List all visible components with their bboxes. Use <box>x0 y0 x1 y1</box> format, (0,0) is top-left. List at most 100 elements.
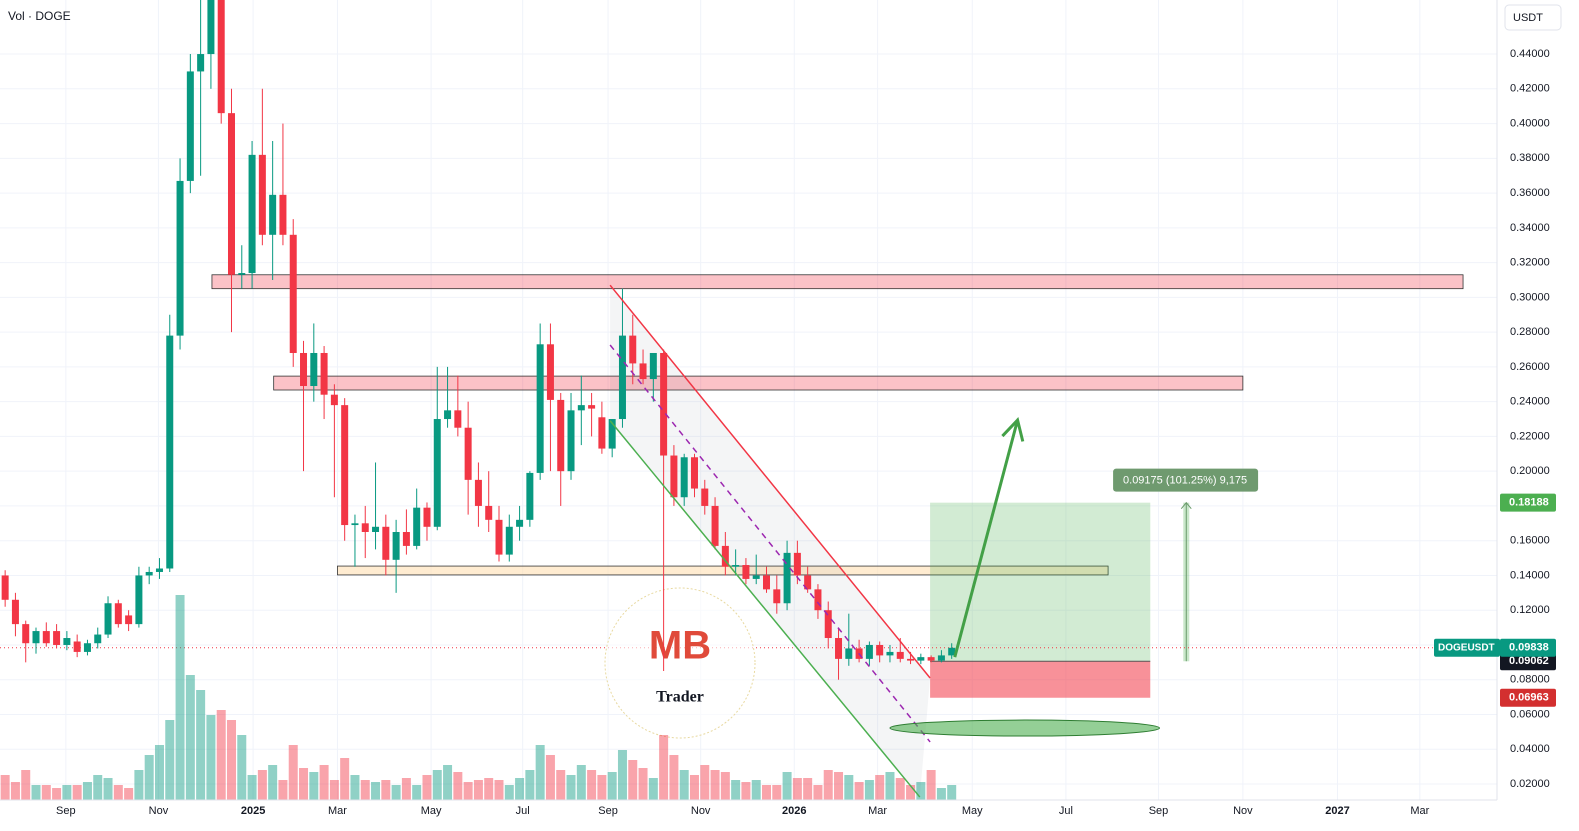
candle-body <box>639 363 647 380</box>
volume-bar <box>679 770 689 800</box>
candle-body <box>300 352 308 387</box>
grid <box>0 0 1497 800</box>
candle-body <box>660 352 668 456</box>
volume-bar <box>731 780 741 800</box>
candle-body <box>865 644 873 659</box>
candle-body <box>125 615 133 625</box>
candle-body <box>53 631 61 645</box>
symbol-box <box>1434 638 1500 657</box>
candle-body <box>629 335 637 364</box>
last-price-label: 0.09838 <box>1509 642 1549 654</box>
volume-bar <box>206 715 216 800</box>
resistance-zone[interactable] <box>211 274 1464 290</box>
candle-body <box>711 505 719 546</box>
volume-bar <box>844 775 854 800</box>
volume-bar <box>350 775 360 800</box>
y-tick-label: 0.36000 <box>1510 187 1550 199</box>
target-price-label: 0.18188 <box>1509 497 1549 509</box>
y-tick-label: 0.38000 <box>1510 152 1550 164</box>
volume-bar <box>587 770 597 800</box>
volume-bar <box>597 775 607 800</box>
volume-bar <box>185 675 195 800</box>
volume-bar <box>278 780 288 800</box>
x-tick-label: Nov <box>1233 805 1253 817</box>
volume-bar <box>762 785 772 800</box>
candle-body <box>886 651 894 656</box>
volume-bar <box>885 772 895 800</box>
candle-body <box>835 638 843 659</box>
candle-body <box>42 631 50 644</box>
volume-bar <box>268 765 278 800</box>
currency-box[interactable] <box>1504 4 1562 31</box>
volume-bar <box>93 775 103 800</box>
volume-bar <box>62 785 72 800</box>
measure-label: 0.09175 (101.25%) 9,175 <box>1123 475 1247 487</box>
volume-bar <box>237 735 247 800</box>
candle-body <box>279 194 287 235</box>
logo-text: Trader <box>656 689 704 706</box>
stop-price-label-box <box>1500 688 1556 707</box>
candle-body <box>454 410 462 428</box>
candle-body <box>495 519 503 555</box>
candle-body <box>197 54 205 72</box>
target-ellipse[interactable] <box>889 719 1161 737</box>
volume-bar <box>443 765 453 800</box>
candle-body <box>557 399 565 472</box>
trendline[interactable] <box>609 344 931 743</box>
x-tick-label: May <box>421 805 442 817</box>
resistance-zone[interactable] <box>273 375 1244 391</box>
volume-bar <box>617 750 627 800</box>
volume-bar <box>628 760 638 800</box>
volume-bar <box>422 775 432 800</box>
candle-body <box>845 648 853 659</box>
candle-body <box>896 651 904 659</box>
volume-bar <box>689 775 699 800</box>
candle-body <box>310 352 318 387</box>
volume-bar <box>72 785 82 800</box>
candle-body <box>485 505 493 520</box>
candle-body <box>320 352 328 395</box>
candle-body <box>763 575 771 590</box>
candle-body <box>876 644 884 656</box>
y-tick-label: 0.14000 <box>1510 569 1550 581</box>
stop-box[interactable] <box>930 661 1151 698</box>
volume-bar <box>473 780 483 800</box>
stop-price-label: 0.06963 <box>1509 692 1549 704</box>
volume-bar <box>124 788 134 800</box>
candle-body <box>814 589 822 611</box>
candle-body <box>73 641 81 652</box>
volume-bar <box>906 785 916 800</box>
logo-mark: MB <box>649 624 711 668</box>
y-tick-label: 0.32000 <box>1510 257 1550 269</box>
measure-label-box <box>1113 468 1259 492</box>
x-tick-label: Mar <box>1410 805 1429 817</box>
x-tick-label: 2025 <box>241 805 265 817</box>
volume-bar <box>247 775 257 800</box>
candle-body <box>176 180 184 336</box>
candle-body <box>680 457 688 498</box>
projection-arrow[interactable] <box>953 419 1019 658</box>
trendline[interactable] <box>609 420 921 798</box>
candle-body <box>186 71 194 181</box>
y-tick-label: 0.02000 <box>1510 778 1550 790</box>
symbol-label: DOGEUSDT <box>1438 642 1495 653</box>
currency-label[interactable]: USDT <box>1513 12 1543 24</box>
y-tick-label: 0.22000 <box>1510 430 1550 442</box>
volume-bar <box>82 782 92 800</box>
candle-body <box>217 0 225 114</box>
volume-bar <box>659 735 669 800</box>
x-tick-label: Mar <box>328 805 347 817</box>
volume-bar <box>772 785 782 800</box>
x-tick-label: Jul <box>1059 805 1073 817</box>
volume-bar <box>638 768 648 800</box>
candle-body <box>670 455 678 498</box>
y-tick-label: 0.42000 <box>1510 83 1550 95</box>
trendline[interactable] <box>609 284 931 679</box>
volume-bar <box>782 772 792 800</box>
target-box[interactable] <box>930 502 1151 662</box>
candle-body <box>227 113 235 275</box>
candle-body <box>269 194 277 235</box>
x-tick-label: Mar <box>868 805 887 817</box>
volume-bar <box>41 785 51 800</box>
